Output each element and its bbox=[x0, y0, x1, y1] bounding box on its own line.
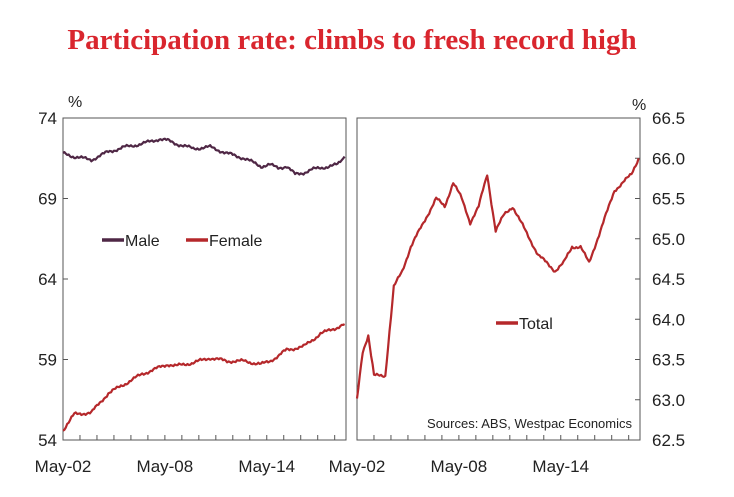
y-tick-label: 65.5 bbox=[652, 190, 685, 209]
y-tick-label: 66.0 bbox=[652, 149, 685, 168]
y-tick-label: 65.0 bbox=[652, 230, 685, 249]
x-tick-label: May-02 bbox=[35, 457, 92, 476]
y-tick-label: 54 bbox=[38, 431, 57, 450]
x-tick-label: May-08 bbox=[431, 457, 488, 476]
series-line-female bbox=[62, 323, 346, 432]
y-tick-label: 64 bbox=[38, 270, 57, 289]
source-note: Sources: ABS, Westpac Economics bbox=[427, 416, 632, 431]
x-tick-label: May-02 bbox=[329, 457, 386, 476]
right-plot-frame bbox=[356, 117, 641, 441]
x-tick-label: May-08 bbox=[137, 457, 194, 476]
x-tick-label: May-14 bbox=[238, 457, 295, 476]
left-y-unit-label: % bbox=[68, 94, 82, 111]
legend-label-total: Total bbox=[519, 316, 553, 333]
y-tick-label: 69 bbox=[38, 190, 57, 209]
y-tick-label: 74 bbox=[38, 109, 57, 128]
y-tick-label: 66.5 bbox=[652, 109, 685, 128]
y-tick-label: 59 bbox=[38, 351, 57, 370]
y-tick-label: 62.5 bbox=[652, 431, 685, 450]
right-y-unit-label: % bbox=[632, 97, 646, 114]
y-tick-label: 63.0 bbox=[652, 391, 685, 410]
x-tick-label: May-14 bbox=[532, 457, 589, 476]
y-tick-label: 64.5 bbox=[652, 270, 685, 289]
y-tick-label: 63.5 bbox=[652, 351, 685, 370]
series-line-total bbox=[355, 157, 640, 399]
left-plot-frame bbox=[62, 117, 347, 441]
y-tick-label: 64.0 bbox=[652, 310, 685, 329]
legend-label-male: Male bbox=[125, 233, 160, 250]
series-line-male bbox=[62, 137, 346, 176]
legend-label-female: Female bbox=[209, 233, 262, 250]
chart-title: Participation rate: climbs to fresh reco… bbox=[67, 24, 637, 56]
